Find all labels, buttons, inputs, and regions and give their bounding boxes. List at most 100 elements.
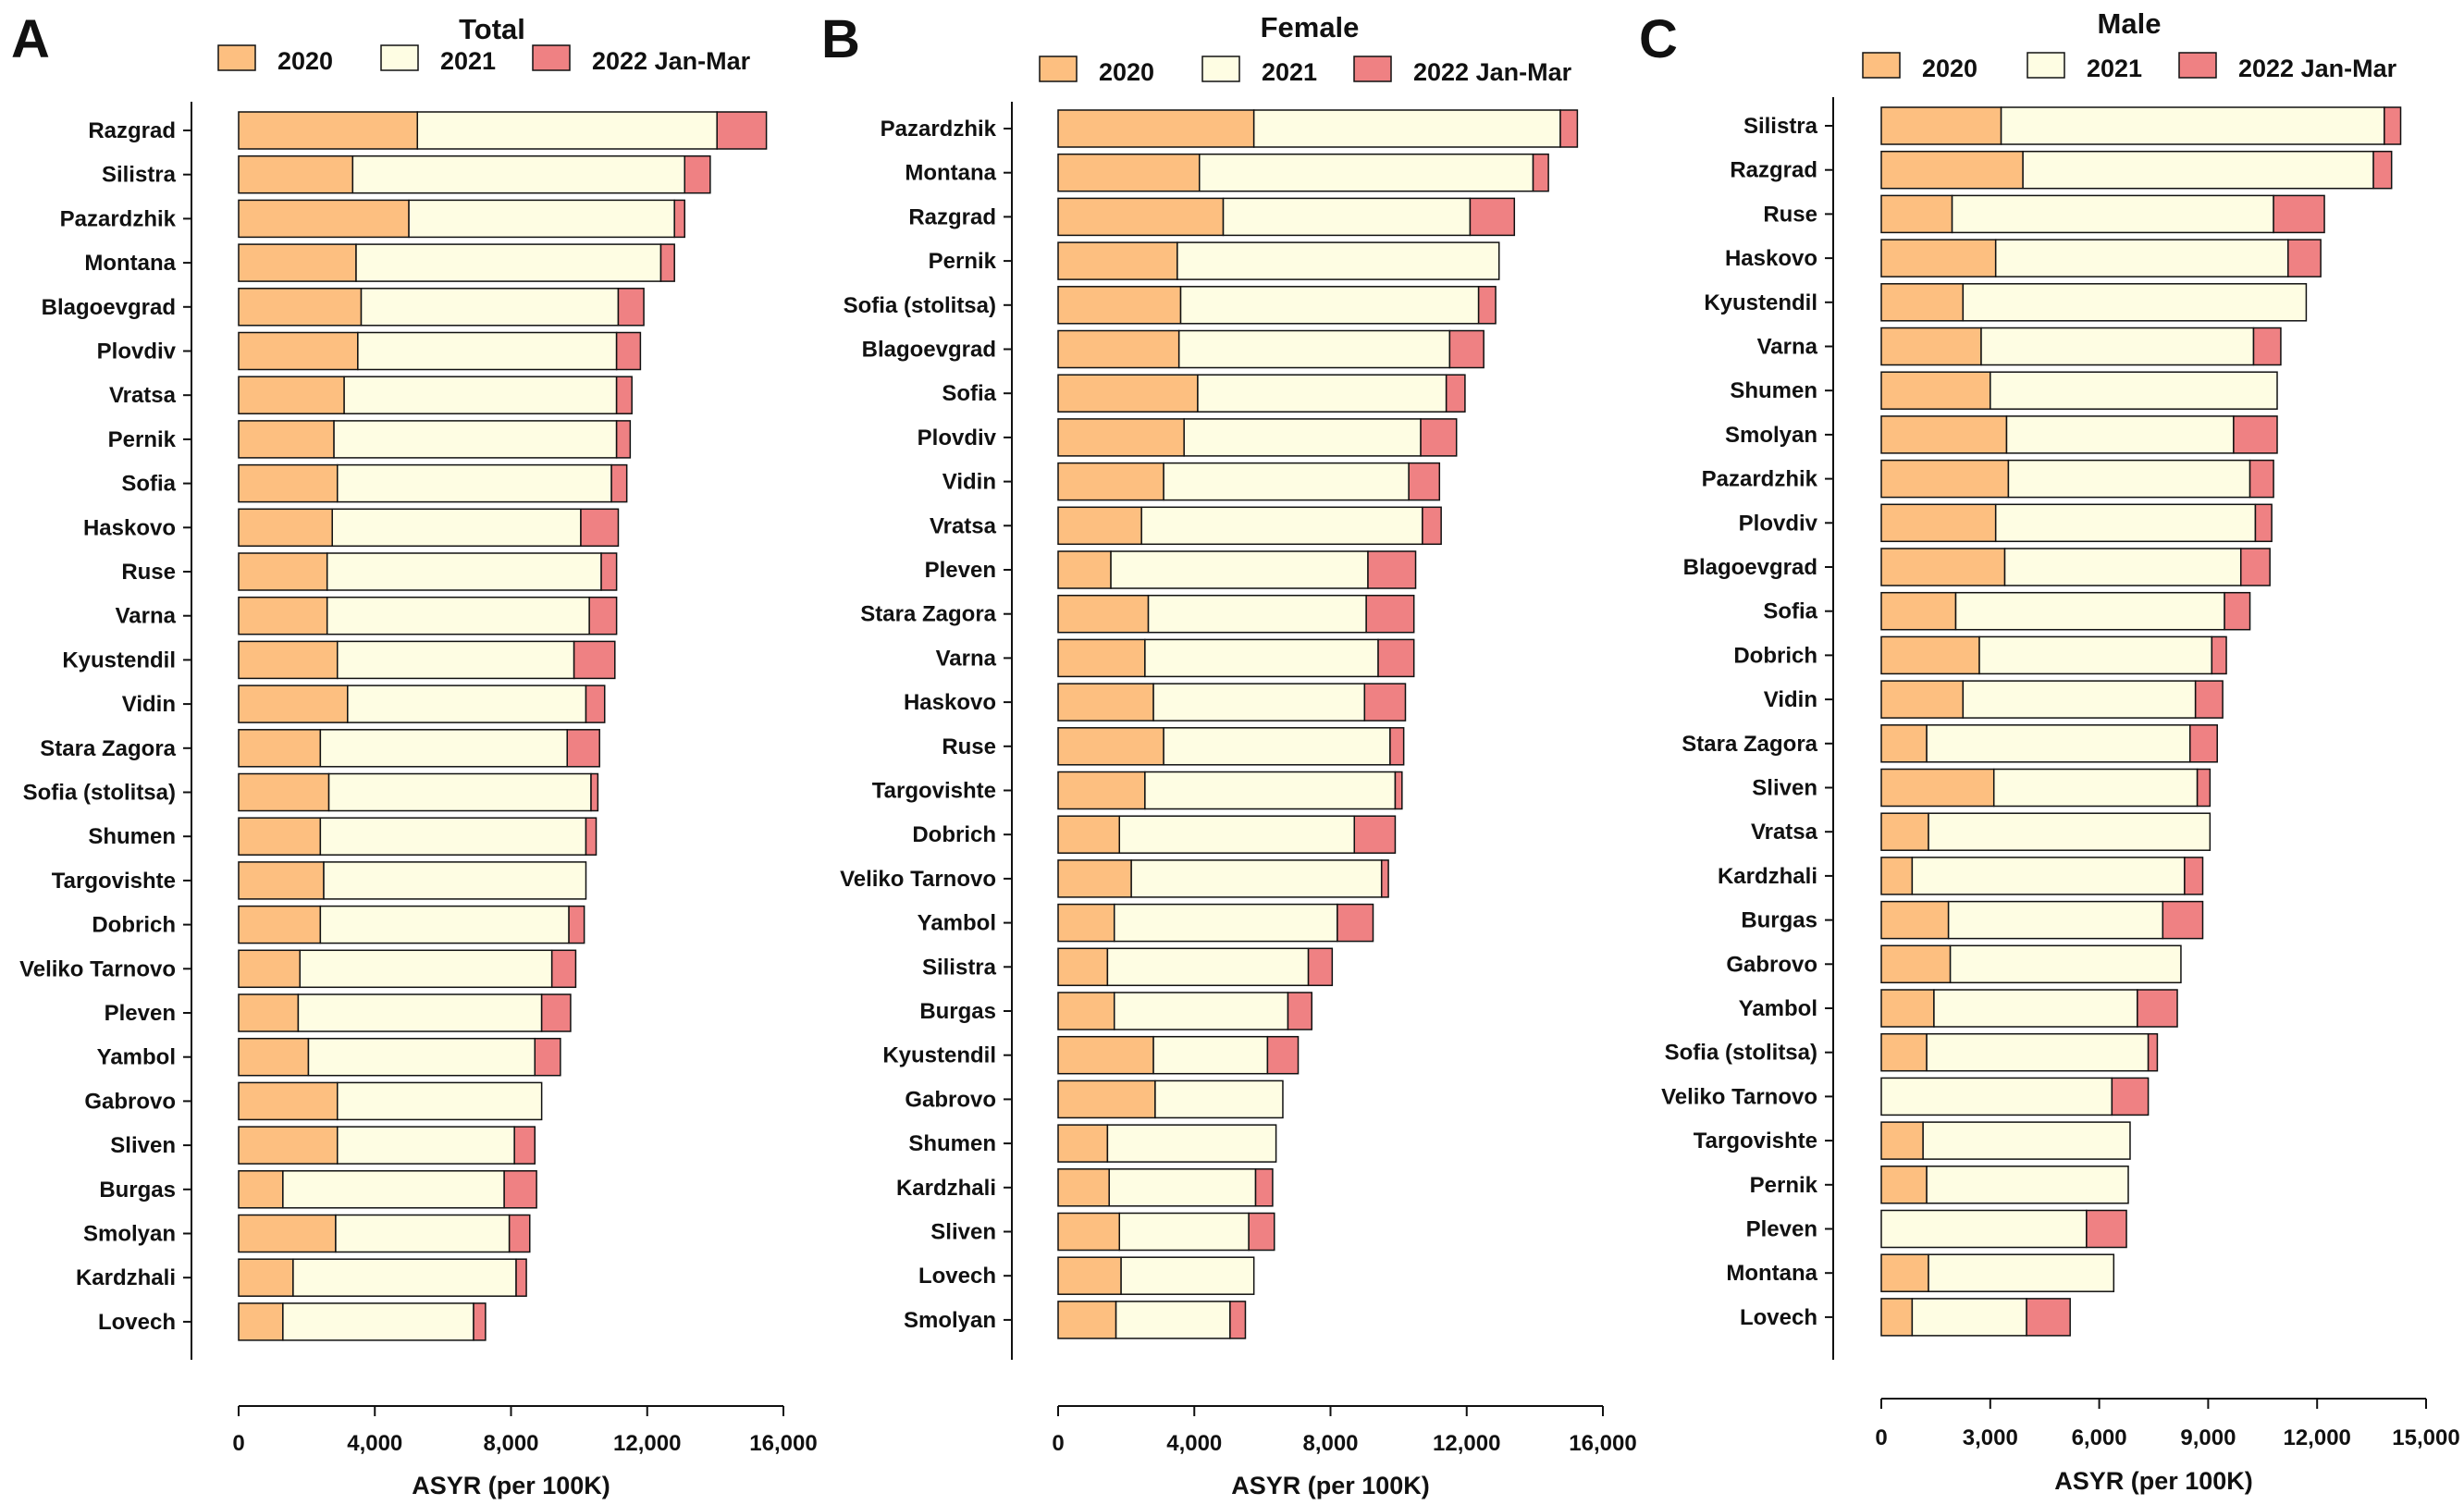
bar-dobrich-2021 — [319, 905, 570, 944]
category-label-blagoevgrad: Blagoevgrad — [1683, 555, 1817, 580]
category-label-silistra: Silistra — [1743, 114, 1818, 139]
category-label-sofia: Sofia — [1763, 599, 1817, 624]
bar-vidin-2021 — [1163, 462, 1410, 501]
bar-kyustendil-2022-jan-mar — [573, 640, 616, 680]
bar-stara-zagora-2022-jan-mar — [1365, 594, 1415, 634]
bar-targovishte-2021 — [1144, 771, 1397, 810]
bar-yambol-2022-jan-mar — [534, 1037, 561, 1077]
bar-montana-2021 — [1928, 1253, 2115, 1292]
x-tick-label: 6,000 — [2072, 1425, 2127, 1450]
bar-plovdiv-2020 — [238, 331, 359, 371]
bar-burgas-2020 — [238, 1170, 284, 1209]
bar-varna-2021 — [326, 596, 590, 635]
bar-stara-zagora-2021 — [319, 729, 568, 768]
bar-ruse-2020 — [1057, 727, 1164, 766]
category-label-varna: Varna — [936, 646, 997, 671]
bar-montana-2021 — [1199, 153, 1534, 192]
bar-veliko-tarnovo-2022-jan-mar — [2111, 1077, 2150, 1116]
category-label-vidin: Vidin — [122, 692, 176, 717]
bar-stara-zagora-2022-jan-mar — [566, 729, 600, 768]
bar-smolyan-2022-jan-mar — [1229, 1301, 1247, 1339]
bar-kardzhali-2022-jan-mar — [1254, 1168, 1274, 1207]
category-label-ruse: Ruse — [942, 734, 996, 759]
category-label-pernik: Pernik — [108, 427, 177, 452]
bar-yambol-2020 — [1880, 989, 1935, 1028]
bar-razgrad-2022-jan-mar — [2372, 150, 2393, 190]
bar-plovdiv-2021 — [1994, 503, 2257, 543]
bar-silistra-2020 — [1880, 106, 2002, 145]
bar-pazardzhik-2022-jan-mar — [673, 199, 685, 239]
category-label-veliko-tarnovo: Veliko Tarnovo — [19, 956, 176, 981]
legend-label-2021: 2021 — [2087, 55, 2142, 82]
bar-pleven-2022-jan-mar — [1367, 550, 1417, 589]
bar-shumen-2020 — [1057, 1124, 1109, 1163]
bar-shumen-2020 — [1880, 371, 1991, 410]
bar-sliven-2021 — [1118, 1212, 1250, 1252]
bar-varna-2020 — [1057, 638, 1146, 678]
bar-haskovo-2022-jan-mar — [2287, 239, 2322, 278]
bar-pazardzhik-2020 — [1880, 459, 2010, 499]
bar-haskovo-2020 — [238, 508, 333, 548]
x-tick-label: 0 — [232, 1431, 244, 1456]
bar-sliven-2020 — [1880, 768, 1995, 808]
bar-sofia-2020 — [1880, 591, 1957, 631]
bar-plovdiv-2020 — [1880, 503, 1997, 543]
category-label-montana: Montana — [84, 251, 176, 276]
bar-plovdiv-2022-jan-mar — [615, 331, 642, 371]
bar-montana-2020 — [1057, 153, 1201, 192]
bar-razgrad-2021 — [416, 111, 718, 150]
bar-pleven-2021 — [297, 993, 543, 1032]
x-axis-title: ASYR (per 100K) — [2054, 1467, 2253, 1495]
bar-shumen-2022-jan-mar — [585, 817, 598, 856]
bar-pleven-2021 — [1110, 550, 1369, 589]
bar-gabrovo-2020 — [238, 1081, 339, 1121]
bar-plovdiv-2022-jan-mar — [2254, 503, 2273, 543]
bar-pazardzhik-2022-jan-mar — [1559, 109, 1579, 148]
x-tick-label: 12,000 — [613, 1431, 681, 1456]
category-label-kardzhali: Kardzhali — [76, 1265, 176, 1290]
bar-razgrad-2020 — [1057, 197, 1225, 237]
category-label-plovdiv: Plovdiv — [918, 426, 997, 450]
bar-shumen-2021 — [1106, 1124, 1277, 1163]
bar-haskovo-2020 — [1057, 683, 1154, 722]
bar-vratsa-2021 — [1928, 812, 2211, 851]
category-label-targovishte: Targovishte — [872, 779, 996, 804]
bar-burgas-2020 — [1880, 900, 1950, 940]
bar-pernik-2020 — [1880, 1166, 1928, 1204]
bar-lovech-2022-jan-mar — [473, 1302, 487, 1341]
bar-targovishte-2022-jan-mar — [1394, 771, 1403, 810]
bar-dobrich-2020 — [1880, 635, 1980, 675]
bar-targovishte-2021 — [1922, 1121, 2131, 1160]
bar-sliven-2022-jan-mar — [1248, 1212, 1275, 1252]
x-tick-label: 3,000 — [1963, 1425, 2018, 1450]
legend-label-2020: 2020 — [1099, 58, 1154, 86]
bar-ruse-2022-jan-mar — [1389, 727, 1405, 766]
bar-yambol-2020 — [238, 1037, 310, 1077]
category-label-gabrovo: Gabrovo — [1726, 952, 1817, 977]
legend-swatch-2020 — [217, 44, 256, 71]
bar-burgas-2022-jan-mar — [503, 1170, 537, 1209]
bar-kyustendil-2022-jan-mar — [1266, 1035, 1300, 1075]
bar-vidin-2022-jan-mar — [2194, 680, 2224, 719]
bar-sofia-2020 — [1057, 374, 1199, 413]
category-label-kardzhali: Kardzhali — [896, 1176, 996, 1201]
bar-targovishte-2020 — [1880, 1121, 1924, 1160]
bar-pazardzhik-2020 — [238, 199, 410, 239]
bar-vratsa-2021 — [1140, 506, 1423, 546]
category-label-blagoevgrad: Blagoevgrad — [862, 338, 996, 363]
bar-smolyan-2021 — [2005, 415, 2235, 454]
panel-b: B Female 2020 2021 2022 Jan-Mar Pazardzhik Mon… — [821, 9, 1637, 1499]
bar-haskovo-2020 — [1880, 239, 1997, 278]
bar-pleven-2022-jan-mar — [540, 993, 572, 1032]
bar-ruse-2021 — [1951, 194, 2274, 234]
bar-sofia-stolitsa-2020 — [238, 772, 330, 812]
category-label-kyustendil: Kyustendil — [1704, 290, 1817, 315]
bar-pernik-2021 — [1177, 241, 1500, 280]
bar-pleven-2021 — [1880, 1209, 2088, 1249]
x-tick-label: 4,000 — [1166, 1431, 1222, 1456]
bar-pernik-2022-jan-mar — [615, 420, 632, 459]
bar-targovishte-2021 — [323, 861, 587, 900]
bar-sliven-2020 — [238, 1126, 339, 1165]
category-label-razgrad: Razgrad — [1730, 158, 1817, 183]
